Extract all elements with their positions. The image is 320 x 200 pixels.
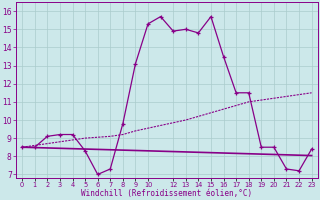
X-axis label: Windchill (Refroidissement éolien,°C): Windchill (Refroidissement éolien,°C): [81, 189, 252, 198]
